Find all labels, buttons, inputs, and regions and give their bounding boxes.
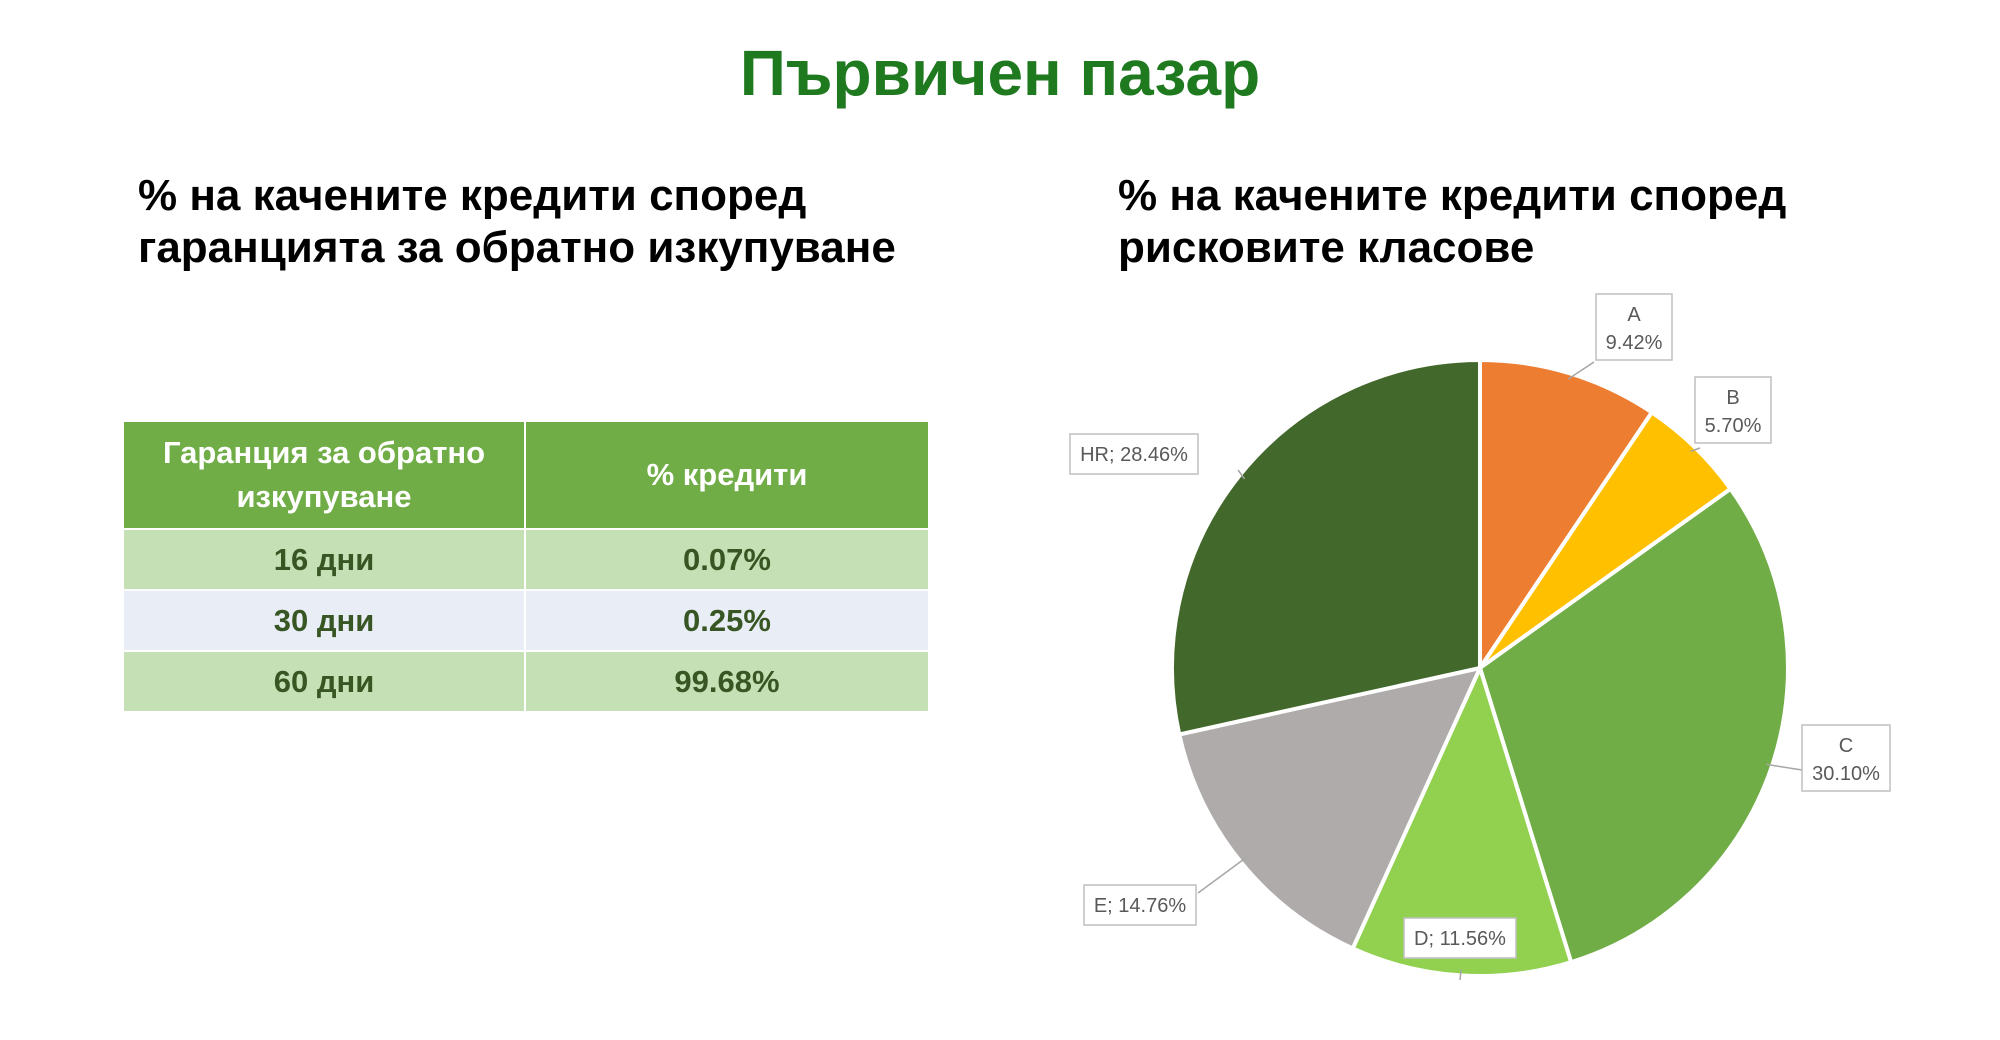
- table-section-title: % на качените кредити според гаранцията …: [138, 170, 958, 274]
- cell-guarantee-days: 30 дни: [122, 589, 526, 652]
- leader-line-e: [1197, 857, 1246, 894]
- data-label-d: D; 11.56%: [1403, 917, 1517, 959]
- data-label-c: C 30.10%: [1801, 724, 1891, 792]
- data-label-text: HR; 28.46%: [1080, 444, 1188, 466]
- leader-line-d: [1459, 969, 1462, 981]
- data-label-value: 9.42%: [1606, 332, 1663, 354]
- page-title: Първичен пазар: [739, 37, 1261, 109]
- pie-leader-lines: [1197, 361, 1803, 981]
- chart-section-title-line2: рисковите класове: [1118, 223, 1535, 272]
- data-label-hr: HR; 28.46%: [1069, 433, 1199, 475]
- data-label-box: [1403, 917, 1517, 959]
- table-header-row: Гаранция за обратно изкупуване % кредити: [122, 420, 930, 530]
- cell-percent: 0.25%: [524, 589, 930, 652]
- data-label-e: E; 14.76%: [1083, 884, 1197, 926]
- table-row: 16 дни 0.07%: [122, 528, 930, 591]
- data-label-category: B: [1726, 387, 1739, 409]
- leader-line-b: [1690, 447, 1701, 453]
- data-label-box: [1595, 293, 1673, 361]
- leader-line-a: [1567, 361, 1595, 380]
- chart-section-title-line1: % на качените кредити според: [1118, 171, 1787, 220]
- data-label-box: [1069, 433, 1199, 475]
- data-label-box: [1694, 376, 1772, 444]
- data-label-box: [1801, 724, 1891, 792]
- pie-slice-hr: [1170, 357, 1482, 737]
- data-label-value: 30.10%: [1812, 763, 1880, 785]
- leader-line-hr: [1237, 469, 1246, 480]
- guarantee-table: Гаранция за обратно изкупуване % кредити…: [122, 420, 930, 713]
- table-section-title-line2: гаранцията за обратно изкупуване: [138, 223, 896, 272]
- cell-percent: 0.07%: [524, 528, 930, 591]
- cell-percent: 99.68%: [524, 650, 930, 713]
- pie-data-labels: A 9.42% B 5.70% C 30.10% D; 11.56% E; 14.76% HR;…: [1069, 293, 1891, 959]
- header-guarantee: Гаранция за обратно изкупуване: [122, 420, 526, 530]
- data-label-category: A: [1627, 304, 1641, 326]
- cell-guarantee-days: 16 дни: [122, 528, 526, 591]
- data-label-box: [1083, 884, 1197, 926]
- data-label-a: A 9.42%: [1595, 293, 1673, 361]
- table-row: 30 дни 0.25%: [122, 589, 930, 652]
- chart-section-title: % на качените кредити според рисковите к…: [1118, 170, 1878, 274]
- pie-slices: [1170, 357, 1790, 978]
- table-section-title-line1: % на качените кредити според: [138, 171, 807, 220]
- data-label-b: B 5.70%: [1694, 376, 1772, 444]
- leader-line-c: [1766, 763, 1803, 771]
- table-row: 60 дни 99.68%: [122, 650, 930, 713]
- data-label-category: C: [1839, 735, 1853, 757]
- data-label-text: D; 11.56%: [1414, 928, 1506, 950]
- cell-guarantee-days: 60 дни: [122, 650, 526, 713]
- data-label-text: E; 14.76%: [1094, 895, 1187, 917]
- data-label-value: 5.70%: [1705, 415, 1762, 437]
- pie-slice-c: [1477, 486, 1790, 965]
- pie-slice-a: [1478, 357, 1655, 675]
- header-percent-credits: % кредити: [524, 420, 930, 530]
